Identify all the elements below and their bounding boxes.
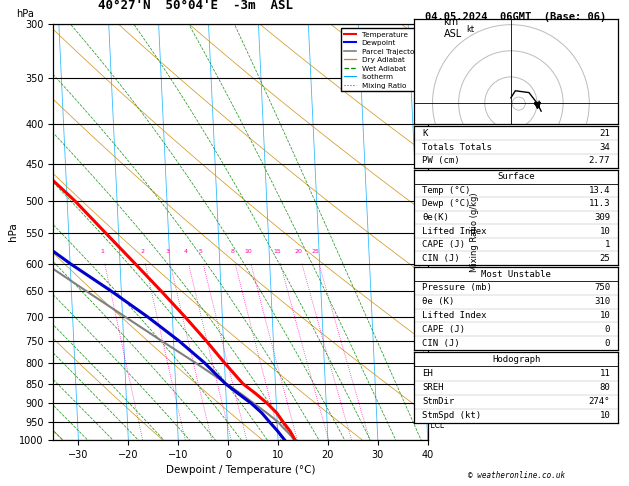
Text: Totals Totals: Totals Totals xyxy=(422,142,492,152)
Text: Lifted Index: Lifted Index xyxy=(422,311,487,320)
Text: © weatheronline.co.uk: © weatheronline.co.uk xyxy=(467,471,565,480)
Text: θe(K): θe(K) xyxy=(422,213,449,222)
Text: Temp (°C): Temp (°C) xyxy=(422,186,470,195)
Text: PW (cm): PW (cm) xyxy=(422,156,460,165)
Text: 4: 4 xyxy=(184,249,188,254)
Text: Pressure (mb): Pressure (mb) xyxy=(422,283,492,293)
Text: 1: 1 xyxy=(101,249,104,254)
Text: 309: 309 xyxy=(594,213,610,222)
Text: Mixing Ratio (g/kg): Mixing Ratio (g/kg) xyxy=(470,192,479,272)
Text: Surface: Surface xyxy=(498,173,535,181)
Text: 25: 25 xyxy=(599,254,610,262)
Text: 2: 2 xyxy=(141,249,145,254)
Text: SREH: SREH xyxy=(422,383,443,392)
Text: 3: 3 xyxy=(165,249,169,254)
Text: K: K xyxy=(422,129,428,138)
Text: 10: 10 xyxy=(599,226,610,236)
Text: θe (K): θe (K) xyxy=(422,297,454,306)
Text: LCL: LCL xyxy=(428,421,444,430)
Text: CAPE (J): CAPE (J) xyxy=(422,240,465,249)
Text: 0: 0 xyxy=(604,325,610,334)
Text: 20: 20 xyxy=(295,249,303,254)
Text: CAPE (J): CAPE (J) xyxy=(422,325,465,334)
X-axis label: Dewpoint / Temperature (°C): Dewpoint / Temperature (°C) xyxy=(166,465,315,475)
Legend: Temperature, Dewpoint, Parcel Trajectory, Dry Adiabat, Wet Adiabat, Isotherm, Mi: Temperature, Dewpoint, Parcel Trajectory… xyxy=(342,28,424,91)
Text: CIN (J): CIN (J) xyxy=(422,339,460,347)
Text: 13.4: 13.4 xyxy=(589,186,610,195)
Text: 80: 80 xyxy=(599,383,610,392)
Text: Dewp (°C): Dewp (°C) xyxy=(422,199,470,208)
FancyBboxPatch shape xyxy=(414,267,618,281)
Text: 750: 750 xyxy=(594,283,610,293)
Text: 5: 5 xyxy=(199,249,203,254)
FancyBboxPatch shape xyxy=(414,170,618,184)
Text: 10: 10 xyxy=(599,311,610,320)
Text: 2.77: 2.77 xyxy=(589,156,610,165)
Text: 25: 25 xyxy=(312,249,320,254)
Text: 21: 21 xyxy=(599,129,610,138)
Text: 310: 310 xyxy=(594,297,610,306)
Text: StmSpd (kt): StmSpd (kt) xyxy=(422,411,481,420)
Text: 0: 0 xyxy=(604,339,610,347)
Text: 34: 34 xyxy=(599,142,610,152)
Text: CIN (J): CIN (J) xyxy=(422,254,460,262)
Text: 15: 15 xyxy=(274,249,281,254)
Text: StmDir: StmDir xyxy=(422,397,454,406)
Text: 11: 11 xyxy=(599,369,610,378)
Text: Hodograph: Hodograph xyxy=(492,355,540,364)
Text: 8: 8 xyxy=(230,249,234,254)
Text: EH: EH xyxy=(422,369,433,378)
Text: Lifted Index: Lifted Index xyxy=(422,226,487,236)
Text: 10: 10 xyxy=(599,411,610,420)
Text: 10: 10 xyxy=(244,249,252,254)
Text: 274°: 274° xyxy=(589,397,610,406)
Text: 04.05.2024  06GMT  (Base: 06): 04.05.2024 06GMT (Base: 06) xyxy=(425,12,607,22)
Text: hPa: hPa xyxy=(16,9,33,19)
Text: 11.3: 11.3 xyxy=(589,199,610,208)
Text: 40°27'N  50°04'E  -3m  ASL: 40°27'N 50°04'E -3m ASL xyxy=(98,0,293,12)
Text: 1: 1 xyxy=(604,240,610,249)
Text: Most Unstable: Most Unstable xyxy=(481,270,551,278)
Text: kt: kt xyxy=(467,25,475,34)
Y-axis label: hPa: hPa xyxy=(8,223,18,242)
Text: km
ASL: km ASL xyxy=(443,17,462,38)
FancyBboxPatch shape xyxy=(414,352,618,366)
